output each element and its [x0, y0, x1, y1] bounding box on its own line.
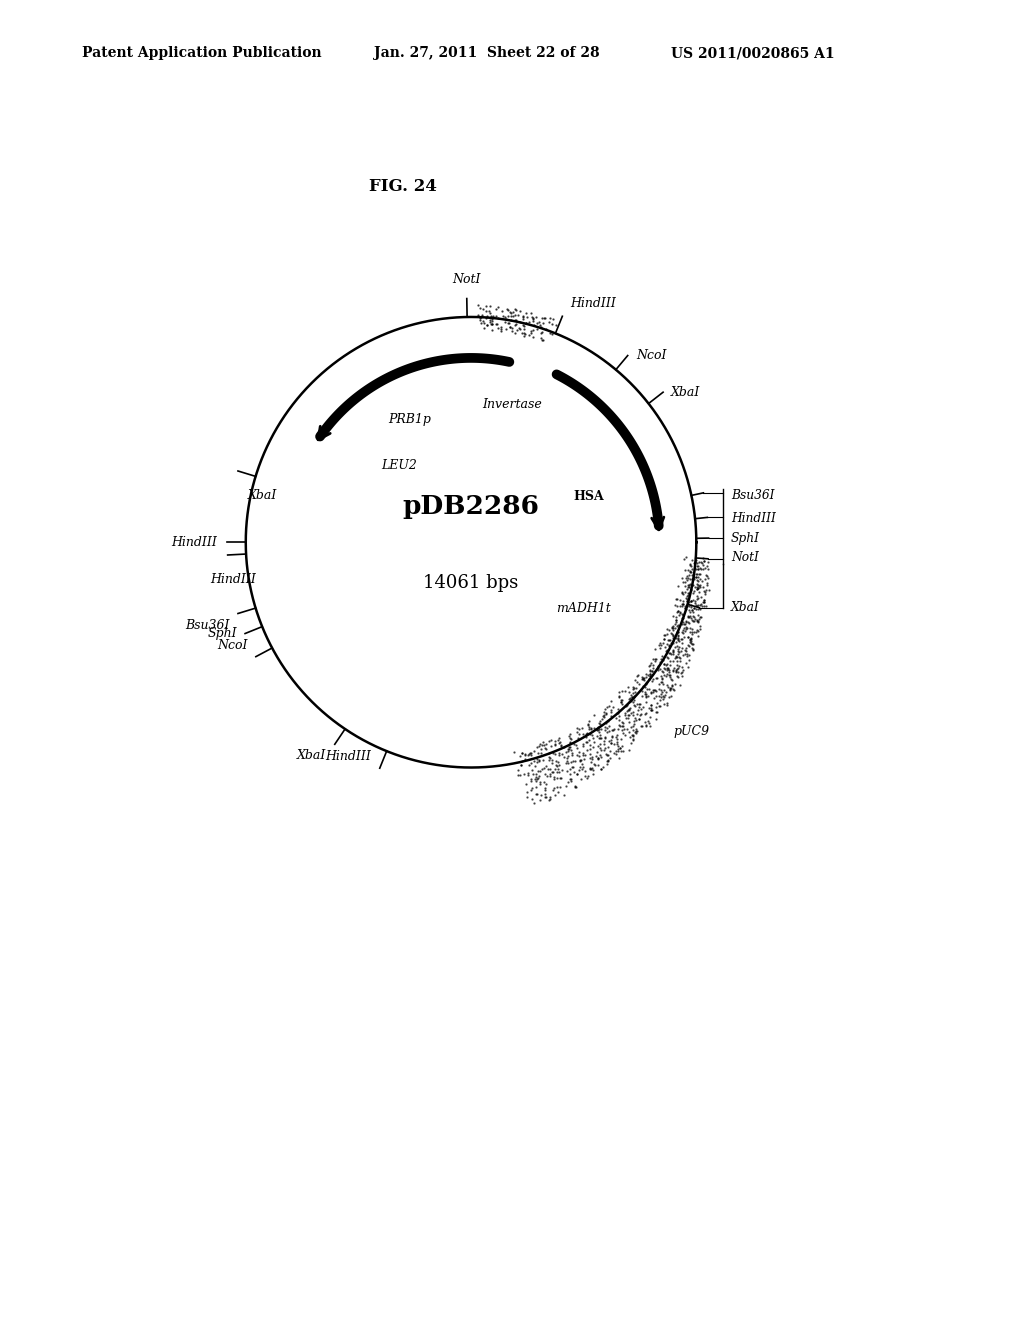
- Text: PRB1p: PRB1p: [388, 413, 431, 426]
- Text: SphI: SphI: [207, 627, 237, 640]
- Text: HindIII: HindIII: [326, 750, 372, 763]
- Text: XbaI: XbaI: [297, 750, 327, 763]
- Text: Bsu36I: Bsu36I: [185, 619, 229, 631]
- Text: HindIII: HindIII: [570, 297, 616, 310]
- Text: NcoI: NcoI: [217, 639, 248, 652]
- Text: Patent Application Publication: Patent Application Publication: [82, 46, 322, 61]
- Text: FIG. 24: FIG. 24: [369, 178, 436, 195]
- Text: HindIII: HindIII: [210, 573, 256, 586]
- Text: NcoI: NcoI: [636, 348, 667, 362]
- Text: US 2011/0020865 A1: US 2011/0020865 A1: [671, 46, 835, 61]
- Text: LEU2: LEU2: [381, 459, 418, 473]
- Text: pDB2286: pDB2286: [402, 494, 540, 519]
- Text: NotI: NotI: [731, 552, 759, 565]
- Text: HindIII: HindIII: [731, 512, 776, 525]
- Text: XbaI: XbaI: [248, 490, 278, 503]
- Text: SphI: SphI: [731, 532, 760, 545]
- Text: 14061 bps: 14061 bps: [423, 574, 519, 593]
- Text: NotI: NotI: [453, 273, 481, 286]
- Text: HSA: HSA: [573, 490, 604, 503]
- Text: Jan. 27, 2011  Sheet 22 of 28: Jan. 27, 2011 Sheet 22 of 28: [374, 46, 599, 61]
- Text: mADH1t: mADH1t: [556, 602, 611, 615]
- Text: Invertase: Invertase: [482, 397, 542, 411]
- Text: pUC9: pUC9: [673, 725, 710, 738]
- Text: XbaI: XbaI: [731, 601, 760, 614]
- Text: XbaI: XbaI: [672, 385, 700, 399]
- Text: Bsu36I: Bsu36I: [731, 488, 774, 502]
- Text: HindIII: HindIII: [171, 536, 217, 549]
